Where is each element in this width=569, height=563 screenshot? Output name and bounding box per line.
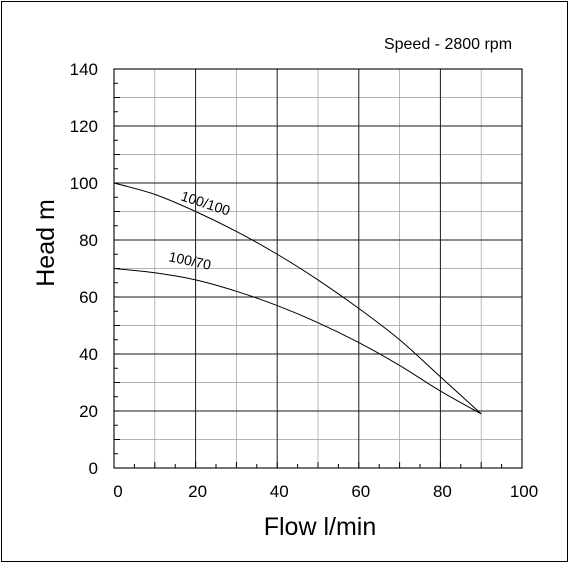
y-tick-label: 40 — [79, 345, 98, 364]
y-tick-label: 60 — [79, 288, 98, 307]
x-tick-label: 60 — [351, 482, 370, 501]
x-tick-label: 0 — [113, 482, 122, 501]
y-tick-label: 20 — [79, 402, 98, 421]
y-axis-title: Head m — [32, 199, 60, 287]
x-tick-label: 40 — [270, 482, 289, 501]
y-tick-label: 140 — [70, 60, 98, 79]
series-line-100-70 — [113, 268, 482, 415]
x-tick-label: 80 — [433, 482, 452, 501]
speed-annotation: Speed - 2800 rpm — [384, 36, 512, 53]
minor-grid — [114, 69, 522, 468]
series-layer — [113, 182, 482, 415]
y-tick-label: 120 — [70, 117, 98, 136]
series-line-100-100 — [113, 182, 482, 415]
x-tick-labels: 0 20 40 60 80 100 — [113, 482, 538, 501]
x-axis-title: Flow l/min — [264, 513, 377, 541]
y-tick-label: 100 — [70, 174, 98, 193]
y-tick-label: 0 — [89, 459, 98, 478]
axis-ticks — [113, 68, 523, 469]
x-tick-label: 20 — [188, 482, 207, 501]
x-tick-label: 100 — [510, 482, 538, 501]
y-tick-labels: 0 20 40 60 80 100 120 140 — [70, 60, 98, 478]
y-tick-label: 80 — [79, 231, 98, 250]
